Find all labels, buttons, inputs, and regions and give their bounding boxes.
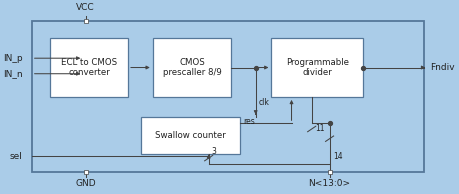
Bar — [271, 38, 363, 97]
Text: Fndiv: Fndiv — [430, 63, 454, 72]
Text: clk: clk — [258, 98, 269, 107]
Text: sel: sel — [10, 152, 23, 161]
Text: N<13:0>: N<13:0> — [308, 179, 350, 188]
Bar — [152, 38, 230, 97]
Bar — [50, 38, 128, 97]
Text: Programmable
divider: Programmable divider — [285, 58, 348, 77]
Text: VCC: VCC — [76, 3, 95, 12]
Text: IN_n: IN_n — [3, 69, 23, 78]
Bar — [141, 117, 240, 154]
Text: res: res — [243, 117, 254, 126]
Text: IN_p: IN_p — [3, 54, 23, 63]
Text: CMOS
prescaller 8/9: CMOS prescaller 8/9 — [162, 58, 221, 77]
Text: ECL to CMOS
converter: ECL to CMOS converter — [61, 58, 117, 77]
Text: GND: GND — [75, 179, 95, 188]
Text: Swallow counter: Swallow counter — [155, 131, 226, 140]
Text: 3: 3 — [211, 147, 216, 156]
Bar — [32, 21, 423, 172]
Text: 14: 14 — [332, 152, 342, 161]
Text: 11: 11 — [314, 124, 324, 133]
